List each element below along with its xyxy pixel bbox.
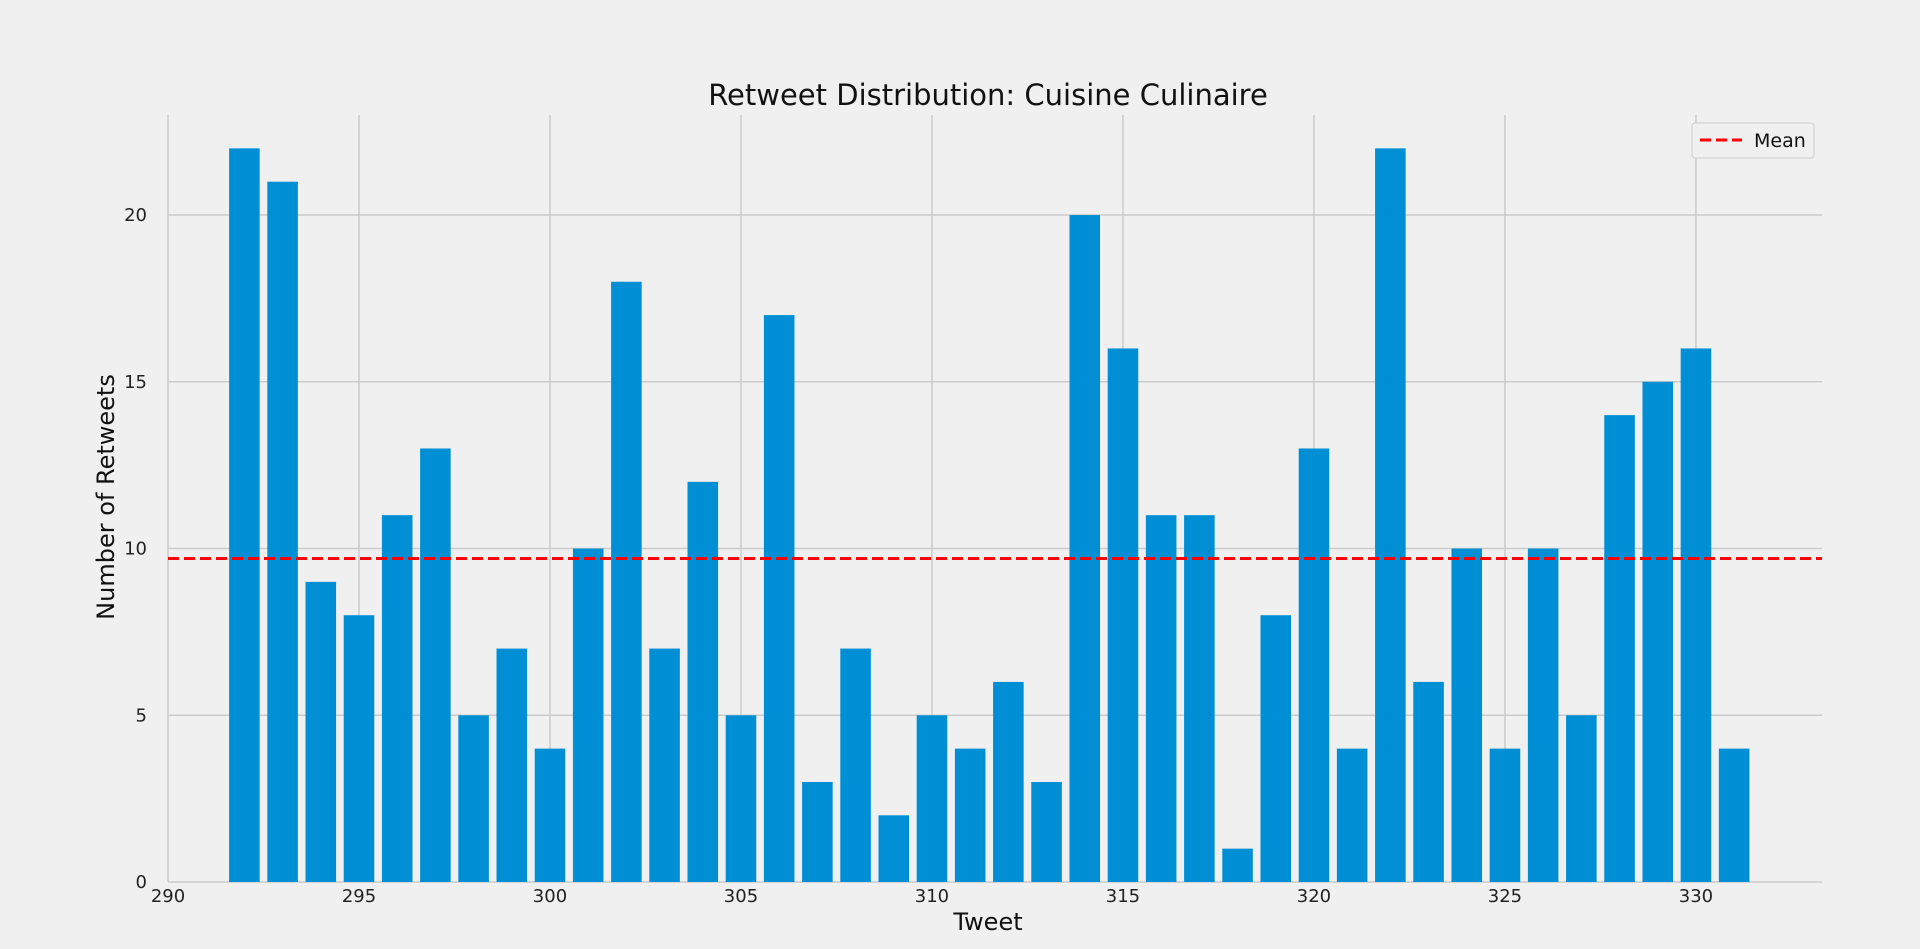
- legend: Mean: [1691, 122, 1815, 159]
- bar: [267, 181, 298, 882]
- bar: [916, 715, 948, 882]
- bar: [1489, 748, 1521, 882]
- x-tick-label: 310: [915, 886, 949, 907]
- x-tick-labels: 290 295 300 305 310 315 320 325 330: [151, 886, 1713, 907]
- bar: [611, 281, 642, 882]
- bar: [1413, 681, 1444, 882]
- x-axis-label: Tweet: [952, 908, 1022, 936]
- chart-title: Retweet Distribution: Cuisine Culinaire: [708, 78, 1268, 112]
- bar: [343, 615, 375, 882]
- bar: [534, 748, 566, 882]
- x-tick-label: 295: [342, 886, 376, 907]
- x-tick-label: 320: [1297, 886, 1331, 907]
- bar: [1566, 715, 1597, 882]
- x-tick-label: 305: [724, 886, 758, 907]
- bar: [878, 815, 910, 882]
- bar: [572, 548, 604, 882]
- x-tick-label: 325: [1488, 886, 1522, 907]
- bar: [993, 681, 1024, 882]
- bar: [229, 148, 260, 882]
- bar: [381, 515, 413, 882]
- bar: [496, 648, 528, 882]
- y-tick-labels: 0 5 10 15 20: [124, 205, 147, 893]
- bar: [1527, 548, 1559, 882]
- x-tick-label: 330: [1679, 886, 1713, 907]
- bar: [1680, 348, 1712, 882]
- bar: [1298, 448, 1330, 882]
- x-tick-label: 300: [533, 886, 567, 907]
- bar: [1145, 515, 1177, 882]
- bar: [1107, 348, 1139, 882]
- bar: [725, 715, 757, 882]
- bar: [687, 481, 719, 882]
- y-tick-label: 15: [124, 372, 147, 393]
- bar: [1642, 381, 1674, 882]
- y-tick-label: 10: [124, 539, 147, 560]
- bar: [1260, 615, 1292, 882]
- legend-box: [1691, 122, 1815, 159]
- bar: [1375, 148, 1406, 882]
- bar: [458, 715, 489, 882]
- x-tick-label: 315: [1106, 886, 1140, 907]
- bar: [1184, 515, 1215, 882]
- bar: [1604, 415, 1635, 882]
- y-axis-label: Number of Retweets: [92, 374, 120, 620]
- y-tick-label: 5: [136, 705, 147, 726]
- bar: [1336, 748, 1368, 882]
- bars: [229, 148, 1750, 883]
- bar: [840, 648, 871, 882]
- x-tick-label: 290: [151, 886, 185, 907]
- bar: [954, 748, 986, 882]
- bar: [1069, 215, 1101, 883]
- bar: [1451, 548, 1483, 882]
- y-tick-label: 20: [124, 205, 147, 226]
- bar: [763, 315, 795, 883]
- bar: [420, 448, 451, 882]
- bar: [305, 581, 337, 882]
- legend-mean-label: Mean: [1754, 130, 1806, 152]
- bar: [1718, 748, 1750, 882]
- y-tick-label: 0: [136, 872, 147, 893]
- bar: [802, 781, 833, 882]
- bar: [1222, 848, 1253, 882]
- bar: [649, 648, 680, 882]
- bar: [1031, 781, 1062, 882]
